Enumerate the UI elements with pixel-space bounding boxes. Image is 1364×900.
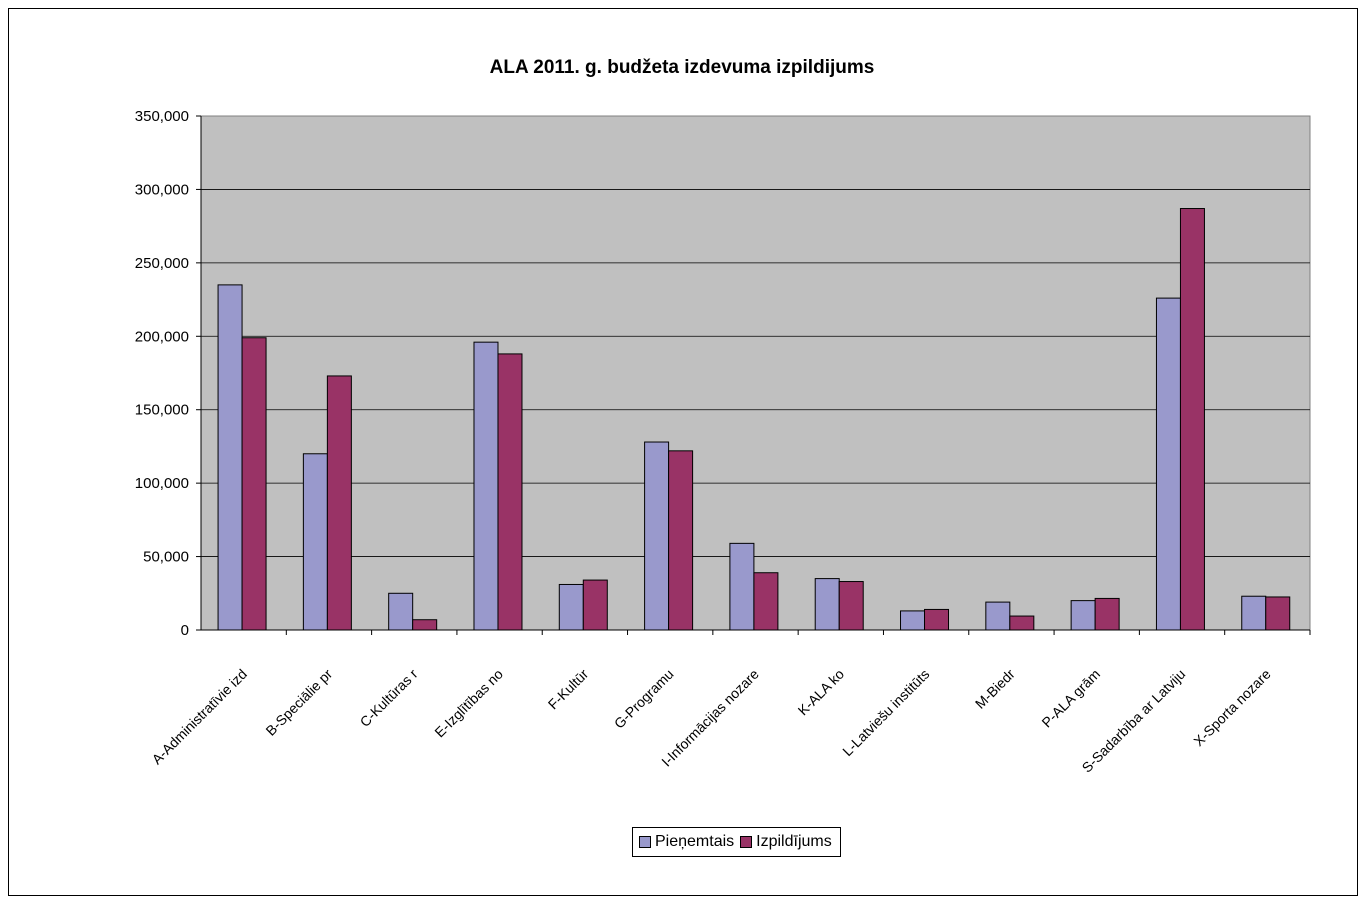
legend-item-accepted: Pieņemtais <box>639 833 734 851</box>
y-tick-label: 50,000 <box>143 549 189 566</box>
bar-executed <box>838 581 864 631</box>
x-tick-label: A-Administratīvie izd <box>149 666 251 768</box>
x-tick-label: E-Izglītības no <box>431 666 506 741</box>
y-tick-label: 300,000 <box>135 181 189 198</box>
y-tick-label: 0 <box>181 622 189 639</box>
bar-executed <box>497 353 523 631</box>
bar-accepted <box>1241 595 1267 631</box>
y-tick-label: 350,000 <box>135 108 189 125</box>
bar-accepted <box>729 542 755 631</box>
bar-accepted <box>217 284 243 631</box>
x-tick-label: C-Kultūras r <box>357 666 421 730</box>
x-tick-label: K-ALA ko <box>795 666 848 719</box>
x-tick-label: M-Biedr <box>972 666 1018 712</box>
bar-executed <box>1265 596 1291 631</box>
y-tick-label: 200,000 <box>135 328 189 345</box>
y-tick-label: 150,000 <box>135 402 189 419</box>
legend: Pieņemtais Izpildījums <box>632 827 841 857</box>
bar-accepted <box>644 441 670 631</box>
bar-executed <box>668 450 694 631</box>
bar-executed <box>1179 208 1205 631</box>
bar-accepted <box>1070 600 1096 631</box>
bar-accepted <box>302 453 328 631</box>
bar-executed <box>1094 597 1120 631</box>
chart-title: ALA 2011. g. budžeta izdevuma izpildijum… <box>489 57 875 78</box>
bar-executed <box>326 375 352 631</box>
bar-accepted <box>558 583 584 631</box>
x-tick-label: I-Informācijas nozare <box>658 666 762 770</box>
bar-accepted <box>814 578 840 631</box>
bar-executed <box>582 579 608 631</box>
legend-label-accepted: Pieņemtais <box>655 833 735 850</box>
legend-swatch-accepted <box>639 836 651 848</box>
bar-executed <box>412 619 438 631</box>
bar-executed <box>753 572 779 631</box>
legend-label-executed: Izpildījums <box>756 833 832 850</box>
x-tick-label: F-Kultūr <box>545 666 592 713</box>
plot-area <box>200 115 1311 631</box>
bar-accepted <box>388 592 414 631</box>
x-tick-label: L-Latviešu institūts <box>839 666 932 759</box>
legend-item-executed: Izpildījums <box>740 833 832 851</box>
x-tick-label: P-ALA grām <box>1038 666 1103 731</box>
x-tick-label: B-Speciālie pr <box>262 666 335 739</box>
bar-executed <box>241 337 267 631</box>
x-tick-label: X-Sporta nozare <box>1190 666 1274 750</box>
bar-accepted <box>985 601 1011 631</box>
y-tick-label: 100,000 <box>135 475 189 492</box>
bar-accepted <box>473 341 499 631</box>
legend-swatch-executed <box>740 836 753 848</box>
x-tick-label: G-Programu <box>611 666 677 732</box>
bar-executed <box>1009 615 1035 631</box>
bar-accepted <box>900 610 926 631</box>
bar-accepted <box>1155 297 1181 631</box>
y-tick-label: 250,000 <box>135 255 189 272</box>
bar-executed <box>924 608 950 631</box>
